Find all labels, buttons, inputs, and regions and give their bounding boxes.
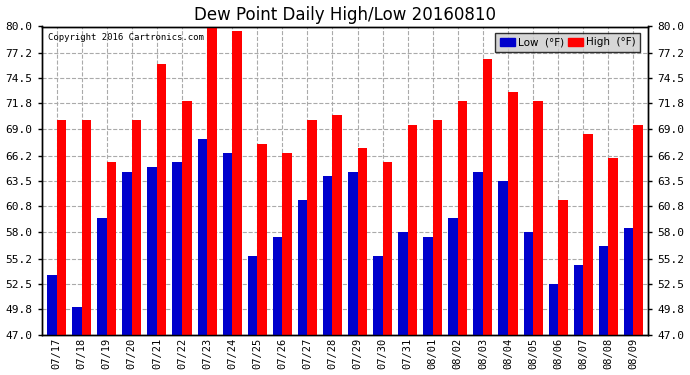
Bar: [257, 144, 267, 335]
Bar: [182, 101, 192, 335]
Bar: [122, 172, 132, 335]
Bar: [323, 176, 333, 335]
Bar: [373, 256, 383, 335]
Bar: [132, 120, 141, 335]
Bar: [524, 232, 533, 335]
Bar: [549, 284, 558, 335]
Bar: [107, 162, 117, 335]
Bar: [97, 218, 107, 335]
Bar: [483, 59, 493, 335]
Bar: [72, 308, 81, 335]
Bar: [408, 125, 417, 335]
Bar: [157, 64, 166, 335]
Bar: [383, 162, 392, 335]
Bar: [498, 181, 508, 335]
Bar: [172, 162, 182, 335]
Bar: [223, 153, 232, 335]
Bar: [273, 237, 282, 335]
Bar: [508, 92, 518, 335]
Bar: [298, 200, 307, 335]
Bar: [307, 120, 317, 335]
Bar: [57, 120, 66, 335]
Bar: [81, 120, 91, 335]
Bar: [423, 237, 433, 335]
Bar: [433, 120, 442, 335]
Bar: [348, 172, 357, 335]
Bar: [282, 153, 292, 335]
Bar: [533, 101, 542, 335]
Title: Dew Point Daily High/Low 20160810: Dew Point Daily High/Low 20160810: [194, 6, 496, 24]
Bar: [248, 256, 257, 335]
Bar: [599, 246, 609, 335]
Bar: [207, 22, 217, 335]
Bar: [458, 101, 467, 335]
Bar: [473, 172, 483, 335]
Bar: [609, 158, 618, 335]
Bar: [232, 31, 241, 335]
Bar: [583, 134, 593, 335]
Bar: [398, 232, 408, 335]
Bar: [573, 265, 583, 335]
Bar: [333, 116, 342, 335]
Bar: [448, 218, 458, 335]
Bar: [558, 200, 568, 335]
Bar: [47, 274, 57, 335]
Bar: [197, 139, 207, 335]
Text: Copyright 2016 Cartronics.com: Copyright 2016 Cartronics.com: [48, 33, 204, 42]
Bar: [357, 148, 367, 335]
Legend: Low  (°F), High  (°F): Low (°F), High (°F): [495, 33, 640, 52]
Bar: [148, 167, 157, 335]
Bar: [624, 228, 633, 335]
Bar: [633, 125, 643, 335]
